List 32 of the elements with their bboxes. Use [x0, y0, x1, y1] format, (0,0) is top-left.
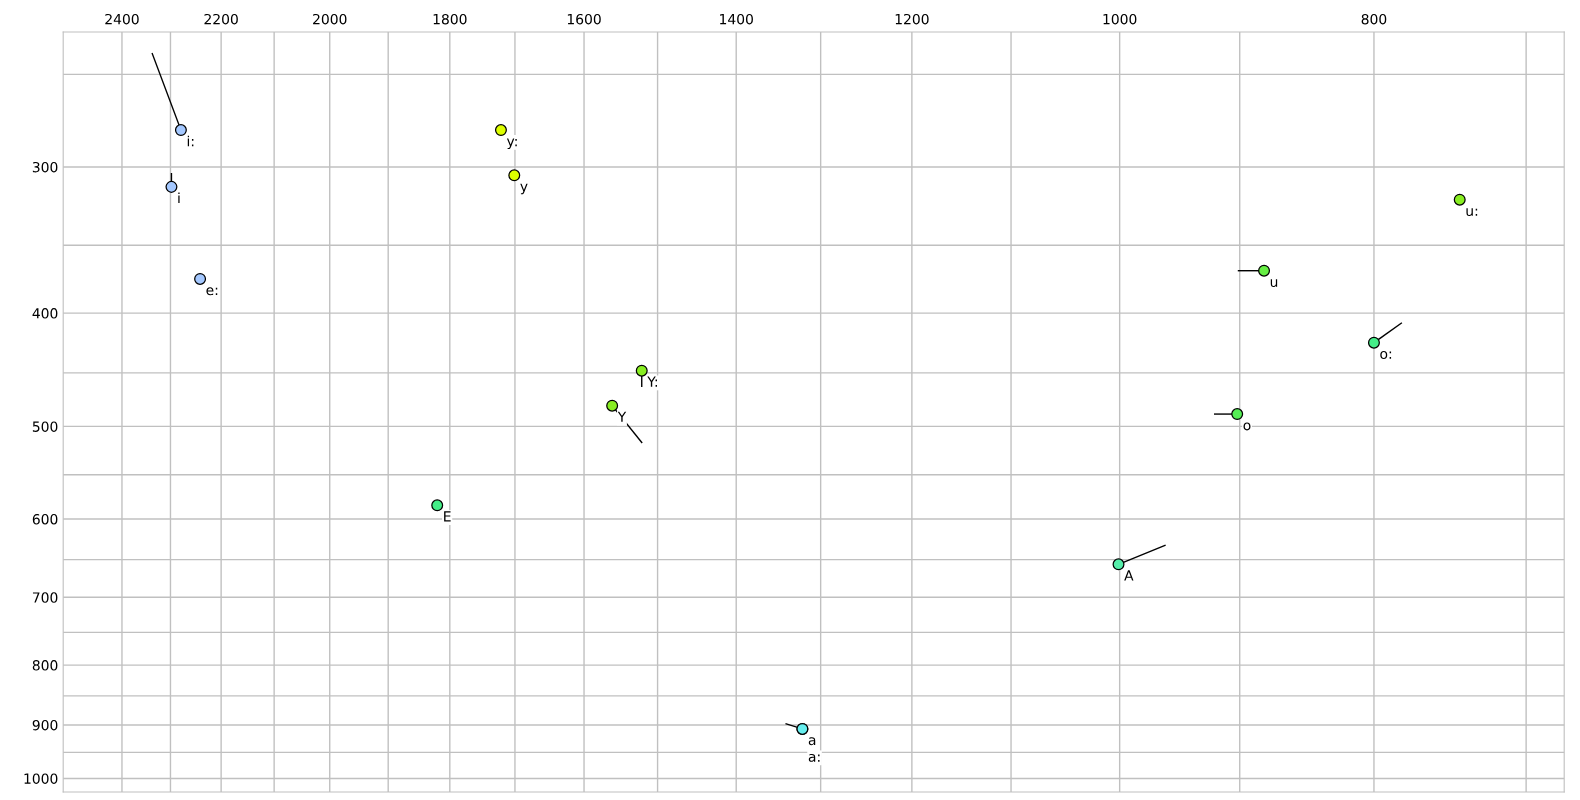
x-tick-label: 1800 — [433, 13, 467, 25]
y-tick-label: 1000 — [24, 773, 58, 784]
y-tick-label: 700 — [32, 592, 58, 603]
annotation: u: — [1466, 208, 1478, 217]
annotation: y — [520, 183, 528, 195]
annotation: i: — [187, 135, 194, 147]
y-tick-label: 300 — [32, 161, 58, 173]
x-tick-label: 2400 — [105, 13, 139, 25]
x-tick-label: 2000 — [313, 13, 347, 25]
y-tick-label: 400 — [32, 308, 58, 319]
x-tick-label: 1000 — [1103, 13, 1137, 25]
y-tick-label: 800 — [32, 660, 58, 671]
y-tick-label: 900 — [32, 719, 58, 731]
annotation: u — [1270, 279, 1278, 288]
x-tick-label: 1600 — [567, 13, 601, 25]
annotation: o — [1243, 422, 1251, 431]
x-tick-label: 1200 — [895, 13, 929, 25]
annotation: y: — [506, 138, 517, 150]
annotation: Y — [617, 411, 627, 422]
annotation: a: — [808, 753, 820, 762]
annotation: Y: — [647, 376, 657, 387]
annotation: o: — [1380, 351, 1392, 359]
annotation: i — [178, 192, 180, 203]
y-tick-label: 600 — [32, 513, 58, 525]
x-tick-label: 2200 — [204, 13, 238, 25]
annotation: a — [808, 737, 816, 746]
y-tick-label: 500 — [32, 421, 58, 432]
x-tick-label: 800 — [1361, 13, 1387, 25]
annotation: A — [1124, 570, 1134, 581]
annotation: e: — [206, 287, 218, 296]
x-tick-label: 1400 — [720, 13, 753, 25]
annotation: E — [444, 511, 451, 522]
